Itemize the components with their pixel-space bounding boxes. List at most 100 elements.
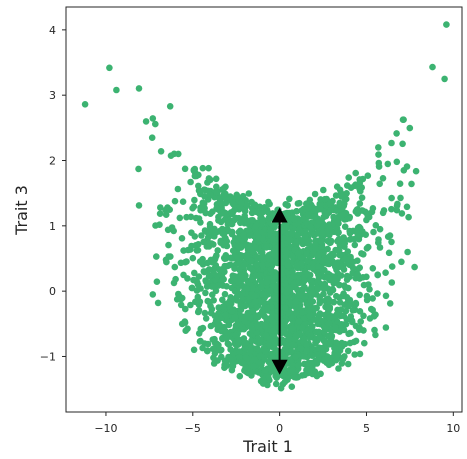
data-point: [220, 184, 228, 192]
data-point: [204, 347, 211, 355]
data-point: [261, 204, 269, 211]
data-point: [303, 366, 310, 374]
data-point: [341, 240, 349, 247]
data-point: [346, 214, 353, 222]
data-point: [190, 276, 197, 284]
data-point: [206, 191, 214, 199]
data-point: [363, 245, 371, 252]
outlier-point: [106, 64, 113, 72]
data-point: [258, 254, 265, 261]
data-point: [309, 264, 317, 272]
data-point: [308, 352, 316, 360]
data-point: [313, 230, 321, 237]
data-point: [197, 285, 204, 292]
data-point: [174, 185, 182, 193]
data-point: [231, 287, 239, 295]
data-point: [255, 209, 263, 217]
data-point: [370, 228, 377, 236]
data-point: [328, 332, 336, 340]
data-point: [347, 184, 355, 191]
data-point: [298, 309, 306, 316]
data-point: [199, 344, 206, 352]
data-point: [262, 244, 270, 251]
data-point: [249, 307, 257, 315]
data-point: [225, 321, 233, 329]
data-point: [326, 199, 333, 206]
data-point: [404, 248, 411, 256]
data-point: [205, 266, 213, 273]
data-point: [288, 229, 295, 236]
data-point: [238, 359, 245, 366]
data-point: [251, 356, 258, 363]
data-point: [369, 265, 377, 272]
outlier-point: [149, 291, 157, 298]
data-point: [264, 304, 271, 312]
data-point: [135, 165, 142, 173]
data-point: [251, 201, 259, 209]
data-point: [268, 314, 275, 322]
data-point: [321, 338, 328, 345]
data-point: [206, 220, 214, 228]
data-point: [375, 236, 382, 243]
data-point: [286, 309, 293, 316]
data-point: [336, 251, 344, 259]
data-point: [375, 159, 383, 167]
data-point: [153, 278, 161, 286]
data-point: [397, 194, 404, 202]
data-point: [376, 225, 384, 233]
data-point: [221, 357, 229, 365]
data-point: [347, 313, 355, 320]
data-point: [157, 148, 165, 155]
data-point: [349, 318, 356, 326]
data-point: [212, 228, 219, 236]
outlier-point: [81, 101, 89, 108]
data-point: [341, 223, 349, 230]
data-point: [281, 378, 289, 386]
data-point: [187, 301, 194, 309]
data-point: [228, 356, 235, 363]
data-point: [205, 175, 213, 182]
data-point: [315, 328, 323, 336]
data-point: [354, 271, 361, 278]
data-point: [333, 207, 340, 214]
data-point: [221, 290, 229, 298]
data-point: [379, 175, 387, 182]
data-point: [403, 163, 411, 170]
data-point: [241, 340, 249, 347]
data-point: [259, 291, 267, 298]
data-point: [198, 232, 205, 239]
data-point: [290, 280, 297, 288]
data-point: [291, 216, 298, 223]
data-point: [203, 283, 211, 290]
data-point: [201, 309, 209, 317]
x-axis-ticks: −10 −5 0 5 10: [94, 412, 460, 435]
data-point: [173, 296, 181, 303]
data-point: [191, 269, 198, 277]
data-point: [258, 284, 265, 292]
data-point: [258, 249, 266, 256]
data-point: [247, 323, 254, 330]
data-point: [360, 251, 367, 258]
data-point: [249, 368, 257, 375]
data-point: [189, 204, 196, 212]
data-point: [338, 193, 345, 200]
data-point: [205, 164, 212, 172]
y-tick-label: −1: [40, 350, 56, 363]
data-point: [325, 320, 333, 327]
data-point: [219, 303, 227, 311]
data-point: [175, 150, 182, 158]
x-tick-label: −5: [185, 422, 201, 435]
data-point: [293, 238, 300, 246]
data-point: [281, 370, 288, 378]
data-point: [292, 353, 299, 360]
data-point: [310, 310, 317, 318]
data-point: [156, 210, 164, 217]
data-point: [213, 272, 221, 280]
data-point: [270, 247, 278, 255]
data-point: [337, 272, 345, 279]
data-point: [388, 205, 395, 213]
data-point: [200, 238, 207, 246]
data-point: [319, 229, 326, 237]
data-point: [165, 253, 172, 260]
x-tick-label: 0: [276, 422, 283, 435]
